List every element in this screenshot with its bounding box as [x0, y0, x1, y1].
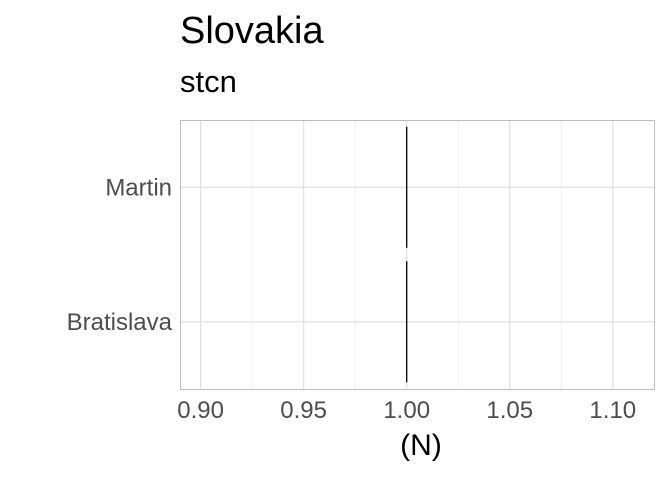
grid-layer [180, 120, 654, 389]
x-tick-label: 0.90 [177, 397, 224, 424]
y-tick-label: Martin [105, 174, 172, 201]
x-tick-label: 1.10 [589, 397, 636, 424]
chart-subtitle: stcn [180, 64, 237, 99]
x-tick-labels: 0.90 0.95 1.00 1.05 1.10 [177, 397, 636, 424]
x-axis-label: (N) [400, 429, 442, 462]
x-tick-label: 0.95 [280, 397, 327, 424]
x-tick-label: 1.05 [486, 397, 533, 424]
x-tick-label: 1.00 [383, 397, 430, 424]
y-tick-labels: Martin Bratislava [67, 174, 173, 336]
panel-border [180, 120, 655, 390]
y-tick-label: Bratislava [67, 309, 173, 336]
chart-title: Slovakia [180, 10, 324, 52]
